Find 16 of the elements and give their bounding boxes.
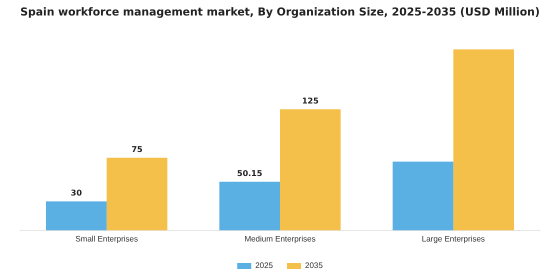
x-tick-label: Large Enterprises [422,234,485,244]
legend-label: 2025 [255,261,274,270]
bar [392,162,454,230]
data-label: 125 [302,96,320,106]
data-label: 75 [131,144,143,154]
data-label: 50.15 [237,168,263,178]
bar [46,201,107,230]
data-label: 30 [70,188,82,198]
bar [453,49,514,230]
bar [106,158,168,230]
chart-title: Spain workforce management market, By Organization Size, 2025-2035 (USD Million) [20,5,540,18]
x-tick-label: Medium Enterprises [244,234,316,244]
x-tick-label: Small Enterprises [75,234,138,244]
bar [280,109,341,230]
bar [219,182,280,230]
legend-label: 2035 [305,261,324,270]
